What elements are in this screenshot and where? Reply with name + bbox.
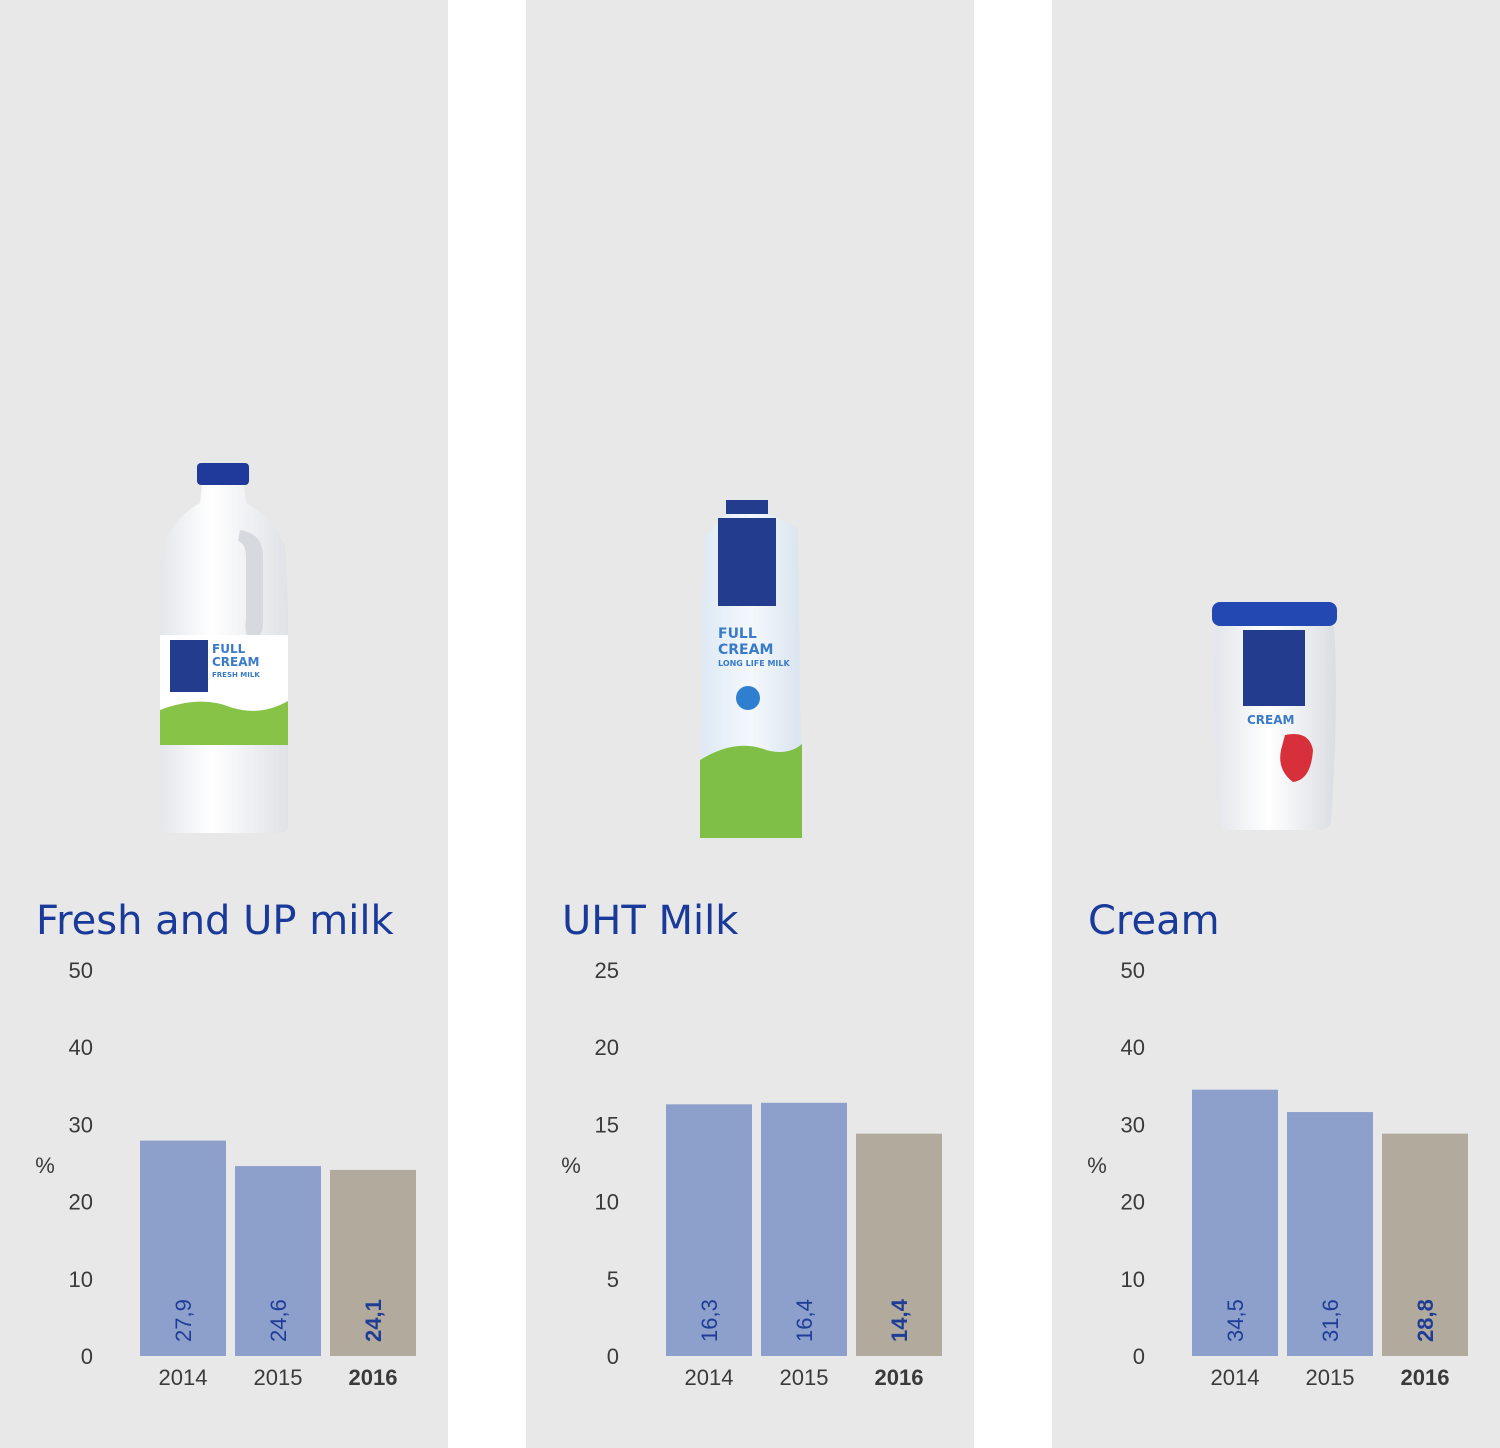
y-tick-label: 20 [1121,1190,1145,1215]
x-tick-label: 2015 [254,1365,303,1390]
panel-fresh-milk: FULL CREAM FRESH MILK Fresh and UP milk … [0,0,448,1448]
y-tick-label: 50 [69,958,93,983]
y-tick-label: 40 [69,1035,93,1060]
bar [235,1166,321,1356]
label-line-0: CREAM [1247,713,1294,727]
y-tick-label: 0 [607,1344,619,1369]
bar-value-label: 16,4 [792,1299,817,1342]
chart-title: Cream [1088,898,1220,944]
y-tick-label: 10 [1121,1267,1145,1292]
x-tick-label: 2015 [780,1365,829,1390]
product-label-text-1: FULL CREAM FRESH MILK [212,642,260,679]
bar-chart-cream: 0 10 20 30 40 50% 34,5 2014 31,6 2015 28,8 2016 [1087,958,1468,1390]
y-tick-label: 0 [81,1344,93,1369]
bar [761,1102,847,1356]
label-line-2: LONG LIFE MILK [718,659,790,668]
bar [1382,1133,1468,1356]
y-tick-label: 10 [69,1267,93,1292]
y-tick-label: 10 [595,1190,619,1215]
y-tick-label: 20 [595,1035,619,1060]
bar [1192,1089,1278,1356]
y-tick-label: 20 [69,1190,93,1215]
bar-value-label: 14,4 [887,1298,912,1342]
bar-chart-fresh-milk: 0 10 20 30 40 50% 27,9 2014 24,6 2015 24,1 2016 [35,958,416,1390]
label-line-0: FULL [718,626,757,642]
bar [856,1133,942,1356]
y-tick-label: 15 [595,1112,619,1137]
x-tick-label: 2015 [1306,1365,1355,1390]
bar-value-label: 24,1 [361,1299,386,1342]
bar-value-label: 16,3 [697,1299,722,1342]
panel-cream: CREAM Cream 0 10 20 30 40 50% 34,5 2014 31,6 2015… [1052,0,1500,1448]
bar-value-label: 27,9 [171,1299,196,1342]
bar [666,1104,752,1356]
bar-value-label: 24,6 [266,1299,291,1342]
bar-value-label: 34,5 [1223,1299,1248,1342]
product-label-text-3: CREAM [1247,713,1294,727]
label-line-1: CREAM [212,655,259,669]
y-tick-label: 5 [607,1267,619,1292]
y-tick-label: 25 [595,958,619,983]
milk-carton-icon: FULL CREAM LONG LIFE MILK [700,500,802,838]
bar [1287,1112,1373,1356]
label-line-2: FRESH MILK [212,671,260,679]
y-tick-label: 0 [1133,1344,1145,1369]
x-tick-label: 2014 [685,1365,734,1390]
x-tick-label: 2016 [875,1365,924,1390]
x-tick-label: 2014 [1211,1365,1260,1390]
cream-tub-icon: CREAM [1212,602,1337,830]
y-tick-label: 30 [69,1112,93,1137]
bar [140,1140,226,1356]
x-tick-label: 2014 [159,1365,208,1390]
chart-title: Fresh and UP milk [36,898,394,944]
y-tick-label: 40 [1121,1035,1145,1060]
x-tick-label: 2016 [1401,1365,1450,1390]
x-tick-label: 2016 [349,1365,398,1390]
y-tick-label: 30 [1121,1112,1145,1137]
bar-value-label: 28,8 [1413,1299,1438,1342]
bar [330,1169,416,1356]
y-tick-label: 50 [1121,958,1145,983]
bar-chart-uht-milk: 0 5 10 15 20 25% 16,3 2014 16,4 2015 14,4 2016 [561,958,942,1390]
label-line-1: CREAM [718,642,773,658]
product-label-text-2: FULL CREAM LONG LIFE MILK [718,626,790,668]
milk-jug-icon: FULL CREAM FRESH MILK [160,463,288,833]
bar-value-label: 31,6 [1318,1299,1343,1342]
chart-title: UHT Milk [562,898,739,944]
label-line-0: FULL [212,642,246,656]
panel-uht-milk: FULL CREAM LONG LIFE MILK UHT Milk 0 5 10 1… [526,0,974,1448]
y-axis-label: % [561,1153,581,1178]
y-axis-label: % [1087,1153,1107,1178]
y-axis-label: % [35,1153,55,1178]
